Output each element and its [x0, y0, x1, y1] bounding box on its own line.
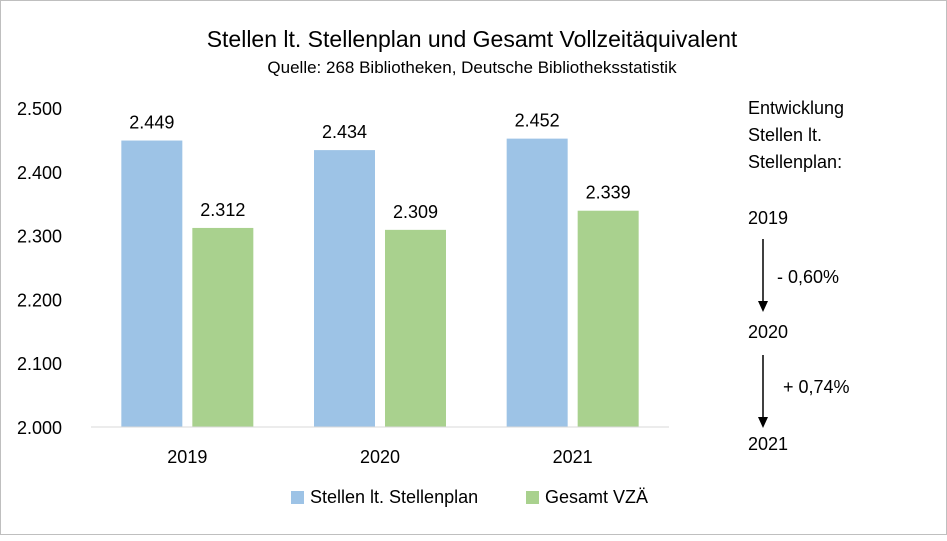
annotation-panel: Entwicklung Stellen lt. Stellenplan: 201… [748, 98, 850, 454]
legend-label-stellen: Stellen lt. Stellenplan [310, 487, 478, 507]
bar-vza-2019 [192, 227, 254, 427]
arrow-2020-2021-head-icon [758, 417, 768, 428]
bar-stellen-2019 [121, 140, 183, 427]
y-tick-label: 2.100 [17, 354, 62, 374]
data-label-stellen-2020: 2.434 [322, 122, 367, 142]
x-tick-label: 2019 [167, 447, 207, 467]
y-axis: 2.000 2.100 2.200 2.300 2.400 2.500 [17, 99, 62, 438]
legend-swatch-vza [526, 491, 539, 504]
x-tick-label: 2020 [360, 447, 400, 467]
legend: Stellen lt. Stellenplan Gesamt VZÄ [291, 487, 648, 507]
annotation-year-2020: 2020 [748, 322, 788, 342]
annotation-change-2019-2020: - 0,60% [777, 267, 839, 287]
data-label-stellen-2019: 2.449 [129, 113, 174, 133]
y-tick-label: 2.500 [17, 99, 62, 119]
chart-subtitle: Quelle: 268 Bibliotheken, Deutsche Bibli… [267, 58, 677, 77]
bar-vza-2020 [385, 229, 446, 427]
y-tick-label: 2.200 [17, 290, 62, 310]
annotation-heading-line-1: Entwicklung [748, 98, 844, 118]
bar-stellen-2020 [314, 150, 375, 427]
annotation-year-2021: 2021 [748, 434, 788, 454]
bar-vza-2021 [577, 210, 639, 427]
y-tick-label: 2.400 [17, 163, 62, 183]
chart-title: Stellen lt. Stellenplan und Gesamt Vollz… [207, 26, 738, 52]
arrow-2019-2020-head-icon [758, 301, 768, 312]
legend-swatch-stellen [291, 491, 304, 504]
data-label-vza-2021: 2.339 [586, 183, 631, 203]
y-tick-label: 2.000 [17, 418, 62, 438]
x-tick-label: 2021 [553, 447, 593, 467]
bar-stellen-2021 [506, 138, 568, 427]
annotation-change-2020-2021: + 0,74% [783, 377, 850, 397]
data-label-vza-2019: 2.312 [200, 200, 245, 220]
annotation-heading-line-2: Stellen lt. [748, 125, 822, 145]
legend-label-vza: Gesamt VZÄ [545, 487, 648, 507]
data-label-stellen-2021: 2.452 [515, 111, 560, 131]
annotation-heading-line-3: Stellenplan: [748, 152, 842, 172]
y-tick-label: 2.300 [17, 227, 62, 247]
data-label-vza-2020: 2.309 [393, 202, 438, 222]
annotation-year-2019: 2019 [748, 208, 788, 228]
bars-group: 2.449 2.312 2.434 2.309 2.452 2.339 [121, 111, 639, 427]
x-axis: 2019 2020 2021 [167, 447, 592, 467]
